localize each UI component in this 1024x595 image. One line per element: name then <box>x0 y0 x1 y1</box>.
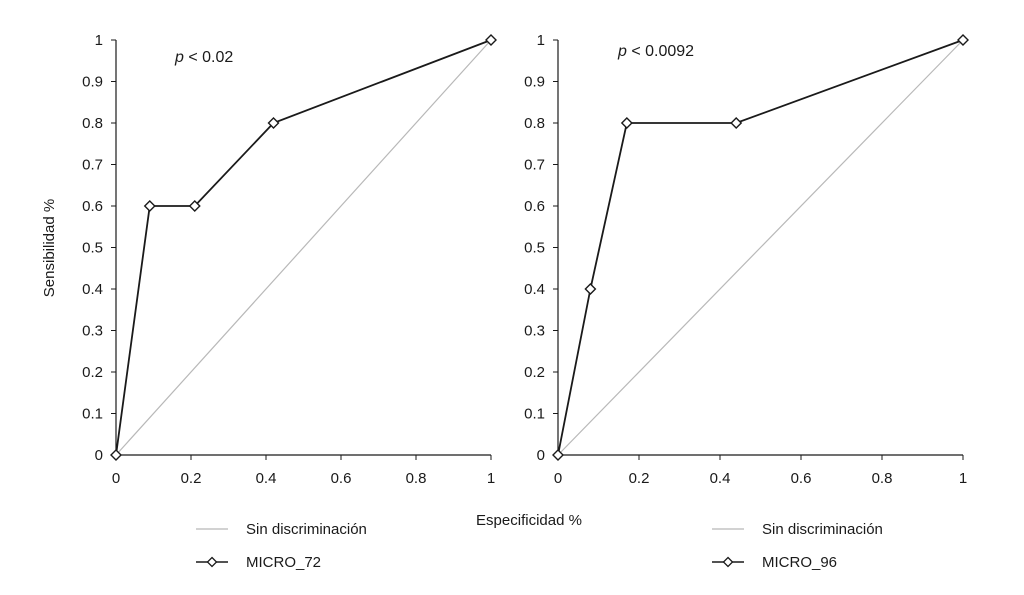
x-tick-label: 0 <box>554 470 562 487</box>
legend-label: MICRO_96 <box>762 554 837 571</box>
x-tick-label: 1 <box>487 470 495 487</box>
legend-label: MICRO_72 <box>246 554 321 571</box>
data-point-marker <box>730 117 743 129</box>
y-tick-label: 0.7 <box>82 157 103 174</box>
p-value-text: < 0.0092 <box>627 43 694 60</box>
y-tick-label: 0.9 <box>82 74 103 91</box>
chart-panel-2: 0 0.1 0.2 0.3 0.4 0.5 0.6 0.7 0.8 0.9 1 0 0.2 0.4 0.6 0… <box>524 32 969 571</box>
p-value-annotation: p < 0.0092 <box>617 43 694 60</box>
legend-marker <box>722 556 734 568</box>
data-point-marker <box>584 283 597 295</box>
data-point-marker <box>485 34 497 46</box>
x-tick-label: 0.8 <box>872 470 893 487</box>
chart-panels: 0 0.1 0.2 0.3 0.4 0.5 0.6 0.7 0.8 0.9 1 0 0.2 0.4 0.6 0… <box>82 32 969 571</box>
x-tick-label: 0.6 <box>791 470 812 487</box>
y-tick-label: 0.8 <box>524 115 545 132</box>
x-tick-label: 0.2 <box>629 470 650 487</box>
p-value-annotation: p < 0.02 <box>174 49 233 66</box>
data-point-marker <box>267 117 280 129</box>
data-point-marker <box>143 200 156 212</box>
y-tick-label: 0.8 <box>82 115 103 132</box>
p-symbol: p <box>174 49 184 66</box>
y-tick-label: 0.2 <box>82 364 103 381</box>
y-tick-label: 0 <box>537 447 545 464</box>
y-tick-label: 0.6 <box>524 198 545 215</box>
legend-marker <box>206 556 218 568</box>
p-value-text: < 0.02 <box>184 49 233 66</box>
y-tick-label: 0.4 <box>82 281 103 298</box>
data-point-marker <box>110 449 122 461</box>
y-axis-title: Sensibilidad % <box>41 199 58 297</box>
data-point-marker <box>552 449 564 461</box>
y-tick-label: 0.6 <box>82 198 103 215</box>
x-tick-label: 1 <box>959 470 967 487</box>
data-point-marker <box>957 34 969 46</box>
x-tick-label: 0.2 <box>181 470 202 487</box>
y-tick-label: 0 <box>95 447 103 464</box>
x-tick-label: 0.4 <box>256 470 277 487</box>
reference-line <box>115 39 492 456</box>
y-tick-label: 0.2 <box>524 364 545 381</box>
y-tick-label: 0.1 <box>524 406 545 423</box>
y-tick-label: 1 <box>537 32 545 49</box>
data-point-marker <box>620 117 633 129</box>
x-tick-label: 0 <box>112 470 120 487</box>
x-tick-label: 0.4 <box>710 470 731 487</box>
y-tick-label: 0.4 <box>524 281 545 298</box>
y-tick-label: 0.3 <box>82 323 103 340</box>
y-tick-label: 0.7 <box>524 157 545 174</box>
x-tick-label: 0.8 <box>406 470 427 487</box>
y-tick-label: 0.9 <box>524 74 545 91</box>
y-tick-label: 0.5 <box>82 240 103 257</box>
legend-label: Sin discriminación <box>762 521 883 538</box>
y-tick-label: 1 <box>95 32 103 49</box>
y-tick-label: 0.3 <box>524 323 545 340</box>
p-symbol: p <box>617 43 627 60</box>
legend-label: Sin discriminación <box>246 521 367 538</box>
data-point-marker <box>188 200 201 212</box>
chart-panel-1: 0 0.1 0.2 0.3 0.4 0.5 0.6 0.7 0.8 0.9 1 0 0.2 0.4 0.6 0… <box>82 32 497 571</box>
reference-line <box>557 39 964 456</box>
x-axis-title: Especificidad % <box>476 512 582 529</box>
y-tick-label: 0.5 <box>524 240 545 257</box>
y-tick-label: 0.1 <box>82 406 103 423</box>
x-tick-label: 0.6 <box>331 470 352 487</box>
